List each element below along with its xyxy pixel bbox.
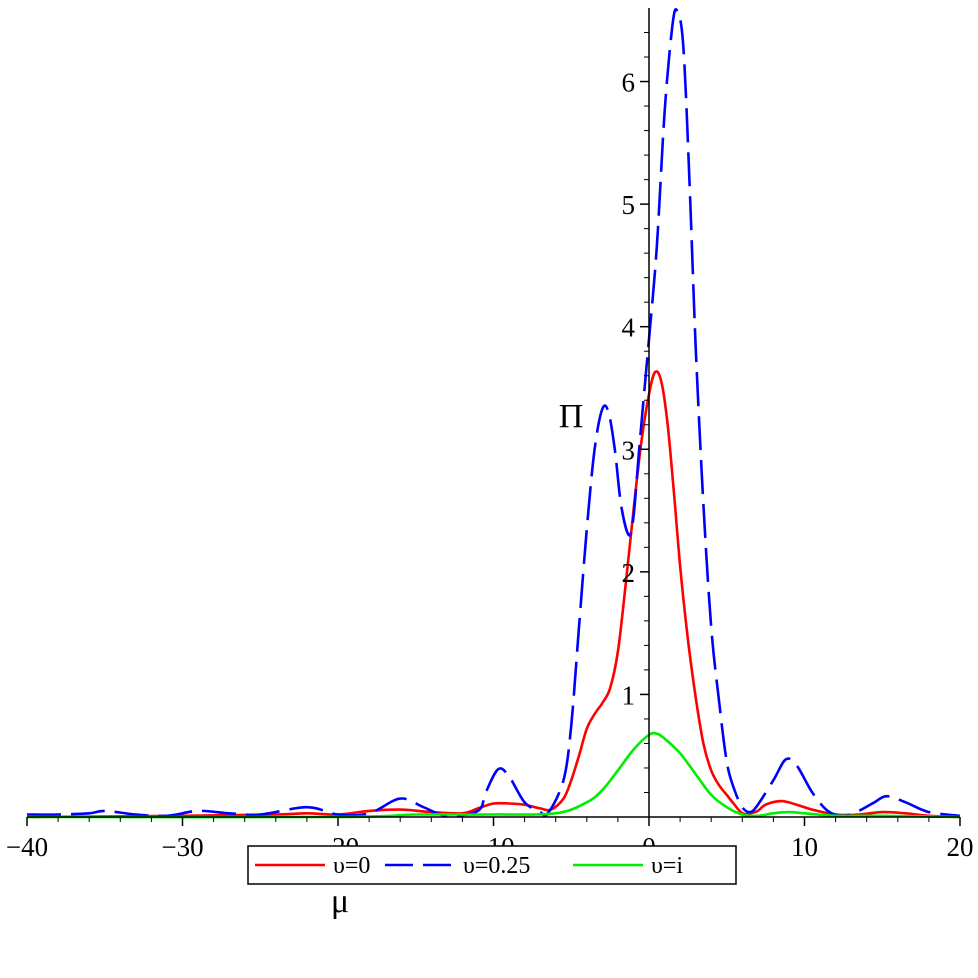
x-tick-label: 20 [947,832,974,862]
x-tick-label: −40 [6,832,48,862]
y-tick-label: 1 [622,680,636,710]
legend-label-2: υ=i [651,853,683,879]
legend: υ=0 υ=0.25 υ=i [247,845,737,885]
y-ticks: 1 2 3 4 5 6 [622,32,649,793]
legend-label-1: υ=0.25 [463,853,530,879]
x-tick-label: 10 [791,832,818,862]
series-line-0 [26,370,961,819]
legend-items: υ=0 υ=0.25 υ=i [255,853,683,879]
y-axis-title: Π [559,398,584,435]
y-tick-label: 3 [622,435,636,465]
series-layer [26,7,961,819]
series-line-2 [26,731,961,819]
y-tick-label: 5 [622,190,636,220]
x-axis-title: μ [331,883,349,920]
y-tick-label: 6 [622,68,636,98]
y-tick-label: 4 [622,313,636,343]
y-tick-label: 2 [622,558,636,588]
series-line-1 [26,7,961,818]
legend-label-0: υ=0 [333,853,370,879]
legend-box [247,845,737,885]
x-tick-label: −30 [161,832,203,862]
